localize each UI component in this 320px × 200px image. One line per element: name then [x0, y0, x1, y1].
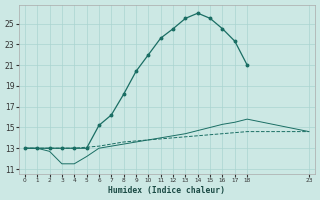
X-axis label: Humidex (Indice chaleur): Humidex (Indice chaleur)	[108, 186, 225, 195]
